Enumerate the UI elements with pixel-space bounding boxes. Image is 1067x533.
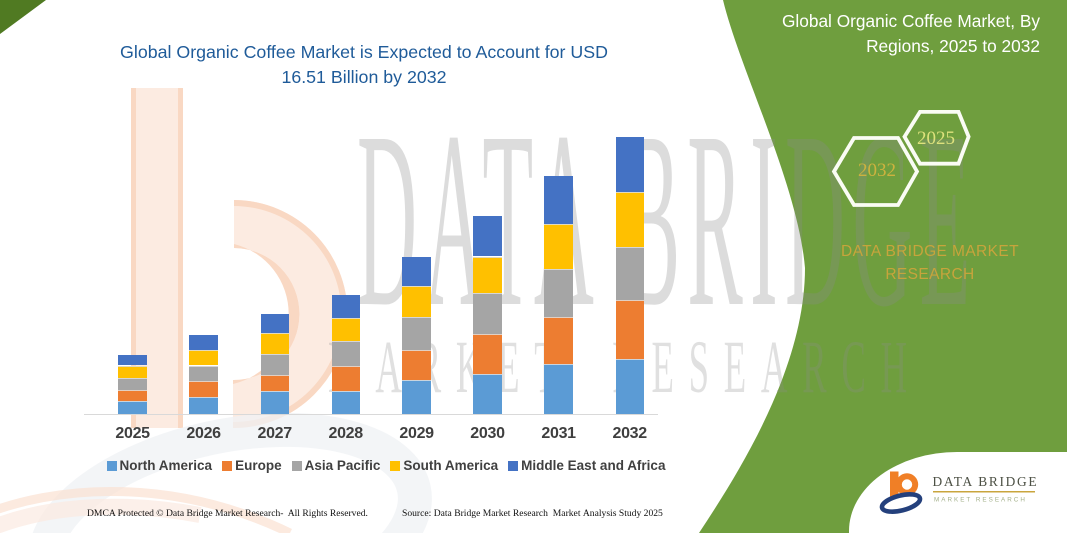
svg-text:MARKET RESEARCH: MARKET RESEARCH xyxy=(934,497,1027,504)
svg-text:DATA BRIDGE: DATA BRIDGE xyxy=(933,474,1039,489)
